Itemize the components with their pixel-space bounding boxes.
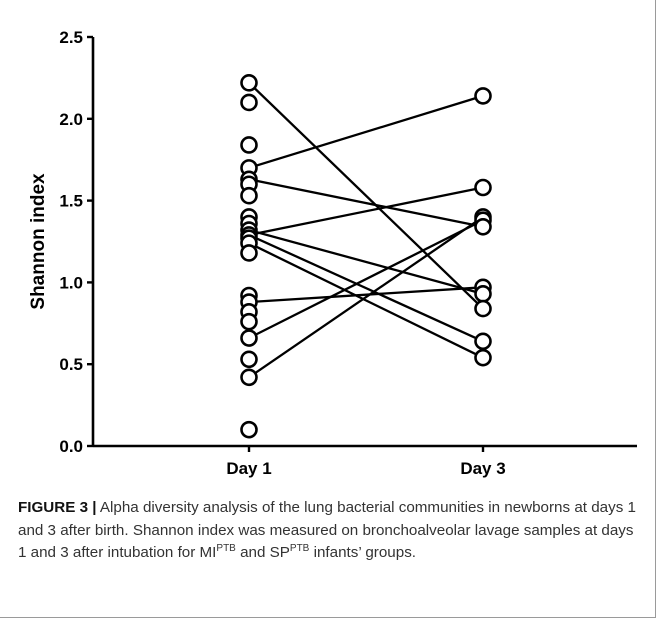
data-point [240, 420, 258, 439]
axes [87, 35, 637, 452]
caption-text-3: infants’ groups. [309, 544, 417, 561]
pair-line [248, 94, 484, 169]
y-tick-label: 1.5 [59, 192, 83, 211]
data-point [240, 136, 258, 154]
pair-line [248, 81, 484, 310]
data-point [474, 348, 492, 367]
data-point [240, 93, 258, 112]
y-tick-label: 0.5 [59, 355, 83, 374]
data-point [240, 74, 258, 92]
y-tick-label: 2.5 [59, 28, 83, 47]
data-point [474, 285, 492, 303]
data-point [240, 329, 258, 347]
data-point [240, 312, 258, 331]
markers [240, 74, 492, 439]
pair-line [248, 233, 484, 343]
axis-labels: 0.0 0.5 1.0 1.5 2.0 2.5 Day 1 Day 3 Shannon inde… [28, 28, 506, 478]
data-point [474, 87, 492, 105]
caption-sup-2: PTB [289, 542, 310, 554]
data-point [474, 217, 492, 236]
pair-line [248, 178, 484, 228]
pair-line [248, 219, 484, 340]
data-point [240, 244, 258, 262]
paired-lines [248, 81, 484, 379]
x-tick-label: Day 1 [226, 459, 271, 478]
y-tick-label: 1.0 [59, 273, 83, 292]
y-tick-label: 0.0 [59, 437, 83, 456]
data-point [240, 350, 258, 369]
data-point [474, 178, 492, 197]
x-tick-label: Day 3 [460, 459, 505, 478]
pair-line [248, 228, 484, 295]
pair-line [248, 286, 484, 304]
data-point [240, 368, 258, 387]
pair-line [248, 242, 484, 359]
data-point [240, 186, 258, 205]
pair-line [248, 186, 484, 237]
data-point [474, 299, 492, 318]
y-axis-label: Shannon index [28, 173, 49, 310]
caption-label: FIGURE 3 | [18, 499, 97, 516]
shannon-index-chart: 0.0 0.5 1.0 1.5 2.0 2.5 Day 1 Day 3 Shannon inde… [28, 28, 637, 478]
caption-sup-1: PTB [216, 542, 236, 554]
data-point [474, 332, 492, 351]
caption-text-1: Alpha diversity analysis of the lung bac… [18, 499, 636, 561]
y-tick-label: 2.0 [59, 110, 83, 129]
figure-caption: FIGURE 3 | Alpha diversity analysis of t… [18, 497, 646, 565]
pair-line [248, 216, 484, 379]
caption-text-2: and SP [235, 544, 290, 561]
